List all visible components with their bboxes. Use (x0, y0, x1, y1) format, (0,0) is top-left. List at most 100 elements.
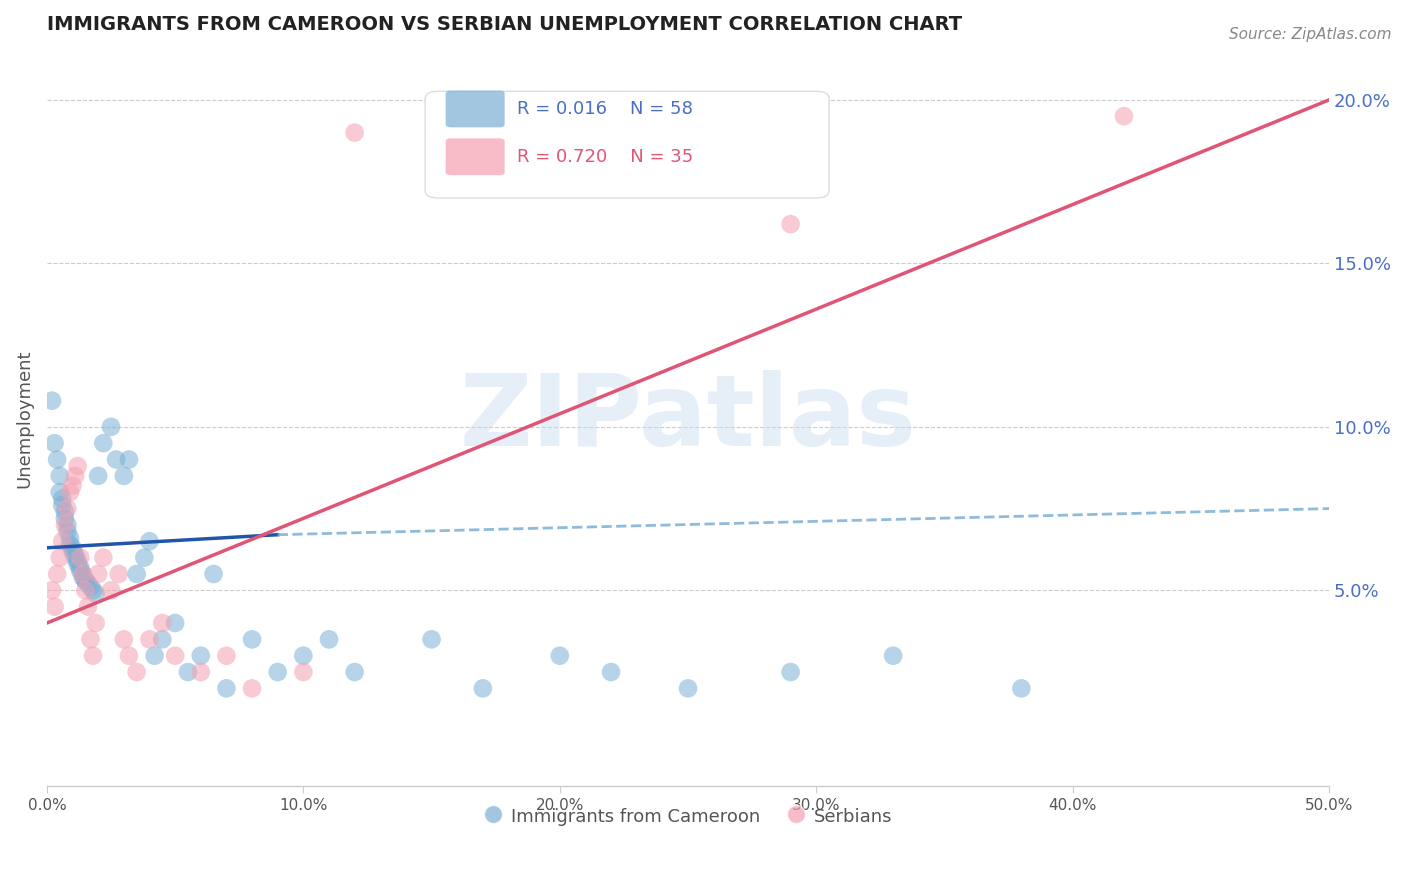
Point (165, 648, 187, 663)
Point (1112, 109, 1135, 123)
Point (62, 478, 84, 492)
Text: R = 0.016    N = 58: R = 0.016 N = 58 (517, 100, 693, 118)
Point (105, 452, 128, 467)
Point (75, 574, 97, 588)
Point (215, 648, 238, 663)
Point (77, 599, 100, 614)
FancyBboxPatch shape (425, 91, 830, 198)
Point (779, 217, 801, 231)
Point (66, 557, 89, 571)
Legend: Immigrants from Cameroon, Serbians: Immigrants from Cameroon, Serbians (474, 797, 901, 837)
Point (343, 665, 366, 679)
Point (548, 648, 571, 663)
Text: ZIPatlas: ZIPatlas (460, 370, 917, 467)
Point (215, 681, 238, 696)
Point (41, 393, 63, 408)
Point (318, 632, 340, 647)
Point (292, 648, 315, 663)
Point (134, 550, 156, 565)
Point (112, 468, 135, 483)
Point (48, 468, 70, 483)
Point (66, 554, 89, 568)
Point (63, 550, 86, 565)
Point (107, 566, 129, 581)
Point (125, 665, 148, 679)
Point (44, 436, 66, 450)
Point (84, 615, 107, 630)
Point (41, 583, 63, 598)
Point (190, 665, 212, 679)
Point (53, 517, 76, 532)
Point (420, 632, 443, 647)
Point (82, 583, 104, 598)
FancyBboxPatch shape (446, 91, 505, 128)
Point (46, 452, 69, 467)
Point (138, 632, 160, 647)
Point (66, 458, 89, 473)
Point (1010, 681, 1032, 696)
Text: IMMIGRANTS FROM CAMEROON VS SERBIAN UNEMPLOYMENT CORRELATION CHART: IMMIGRANTS FROM CAMEROON VS SERBIAN UNEM… (46, 15, 962, 34)
Point (59, 531, 82, 545)
Point (46, 566, 69, 581)
Point (53, 505, 76, 519)
Point (100, 583, 122, 598)
Point (79, 632, 101, 647)
Point (240, 632, 263, 647)
Point (471, 681, 494, 696)
Point (63, 468, 86, 483)
Point (72, 570, 94, 584)
Point (72, 566, 94, 581)
Point (56, 501, 79, 516)
Point (69, 560, 91, 574)
Point (190, 648, 212, 663)
Point (48, 550, 70, 565)
Point (138, 534, 160, 549)
Point (75, 583, 97, 598)
Point (125, 566, 148, 581)
Point (100, 420, 122, 434)
Point (343, 126, 366, 140)
Point (87, 468, 110, 483)
Point (53, 511, 76, 525)
Point (118, 452, 141, 467)
Point (59, 485, 82, 500)
Point (882, 648, 904, 663)
Point (72, 566, 94, 581)
Point (202, 566, 225, 581)
Point (77, 576, 100, 591)
Point (69, 550, 91, 565)
Point (51, 498, 73, 512)
Point (82, 648, 104, 663)
Y-axis label: Unemployment: Unemployment (15, 350, 32, 488)
Point (91, 550, 114, 565)
FancyBboxPatch shape (446, 138, 505, 175)
Point (87, 566, 110, 581)
Text: Source: ZipAtlas.com: Source: ZipAtlas.com (1229, 27, 1392, 42)
Point (150, 632, 173, 647)
Point (79, 580, 101, 594)
Point (150, 615, 173, 630)
Point (56, 524, 79, 539)
Text: R = 0.720    N = 35: R = 0.720 N = 35 (517, 148, 693, 166)
Point (84, 586, 107, 600)
Point (44, 599, 66, 614)
Point (51, 491, 73, 506)
Point (118, 648, 141, 663)
Point (267, 665, 290, 679)
Point (240, 681, 263, 696)
Point (292, 665, 315, 679)
Point (75, 574, 97, 588)
Point (62, 544, 84, 558)
Point (165, 615, 187, 630)
Point (48, 485, 70, 500)
Point (112, 632, 135, 647)
Point (63, 547, 86, 561)
Point (676, 681, 699, 696)
Point (69, 564, 91, 578)
Point (177, 665, 200, 679)
Point (56, 517, 79, 532)
Point (62, 541, 84, 555)
Point (143, 648, 166, 663)
Point (59, 537, 82, 551)
Point (91, 436, 114, 450)
